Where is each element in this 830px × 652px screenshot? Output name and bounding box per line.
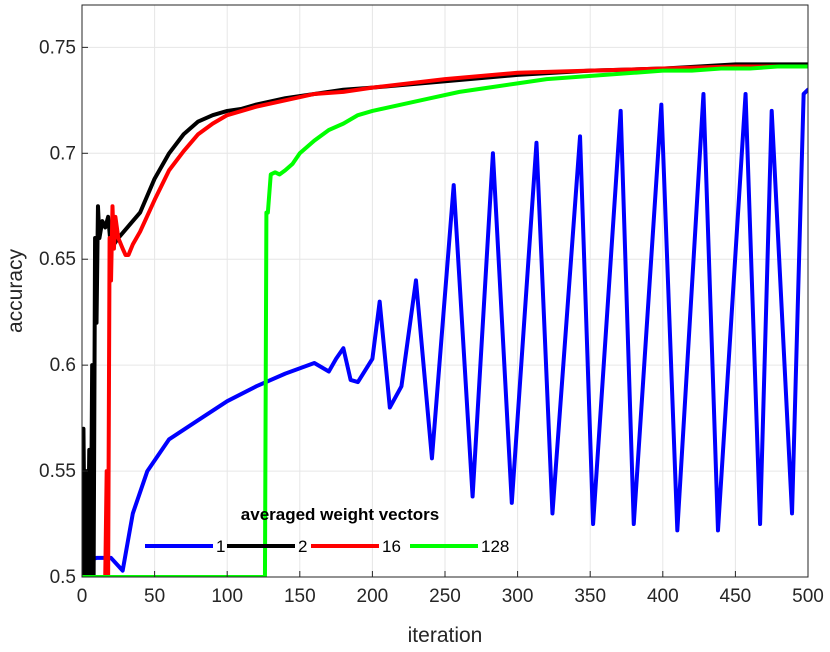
ticks: 0 50 100 150 200 250 300 350 400 450 500 0.5 0.55 0.6… <box>39 37 824 607</box>
legend-label-1: 1 <box>216 537 225 556</box>
y-tick-label: 0.7 <box>50 143 76 164</box>
x-axis-label: iteration <box>408 624 483 647</box>
x-tick-label: 150 <box>284 586 316 607</box>
legend-label-16: 16 <box>382 537 401 556</box>
series-line-16 <box>82 64 808 577</box>
series-line-1 <box>82 87 808 573</box>
y-tick-label: 0.75 <box>39 37 76 58</box>
x-tick-label: 0 <box>77 586 88 607</box>
series-line-128 <box>82 64 808 577</box>
x-tick-label: 100 <box>211 586 243 607</box>
y-tick-label: 0.6 <box>50 355 76 376</box>
x-tick-label: 450 <box>720 586 752 607</box>
plot-area: 0 50 100 150 200 250 300 350 400 450 500 0.5 0.55 0.6… <box>39 4 824 607</box>
y-tick-label: 0.65 <box>39 249 76 270</box>
y-axis-label: accuracy <box>4 248 27 333</box>
series-group <box>82 62 808 577</box>
x-tick-label: 500 <box>792 586 824 607</box>
legend: averaged weight vectors 1 2 16 128 <box>145 505 509 556</box>
x-tick-label: 350 <box>574 586 606 607</box>
x-tick-label: 300 <box>502 586 534 607</box>
x-tick-label: 400 <box>647 586 679 607</box>
x-tick-label: 50 <box>144 586 165 607</box>
x-tick-label: 250 <box>429 586 461 607</box>
legend-entries: 1 2 16 128 <box>145 537 509 556</box>
x-tick-label: 200 <box>357 586 389 607</box>
y-tick-label: 0.5 <box>50 567 76 588</box>
y-tick-label: 0.55 <box>39 461 76 482</box>
legend-title: averaged weight vectors <box>241 505 439 524</box>
legend-label-128: 128 <box>481 537 509 556</box>
legend-label-2: 2 <box>298 537 307 556</box>
